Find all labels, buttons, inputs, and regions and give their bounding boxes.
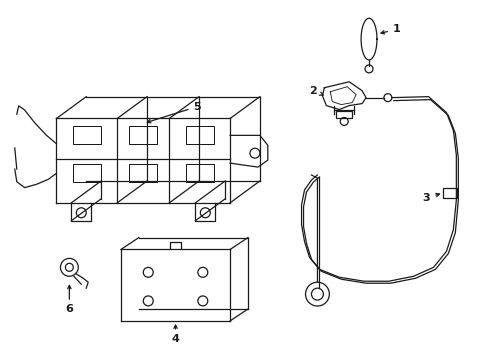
- Text: 3: 3: [422, 193, 429, 203]
- Bar: [185, 164, 213, 182]
- Bar: [185, 126, 213, 144]
- Text: 1: 1: [392, 24, 400, 34]
- Bar: [73, 164, 101, 182]
- Bar: [443, 188, 456, 198]
- Text: 2: 2: [309, 86, 317, 96]
- Bar: [336, 111, 351, 118]
- Bar: [129, 126, 157, 144]
- Text: 5: 5: [193, 102, 201, 112]
- Text: 6: 6: [65, 304, 73, 314]
- Text: 4: 4: [171, 334, 179, 344]
- Bar: [73, 126, 101, 144]
- Bar: [129, 164, 157, 182]
